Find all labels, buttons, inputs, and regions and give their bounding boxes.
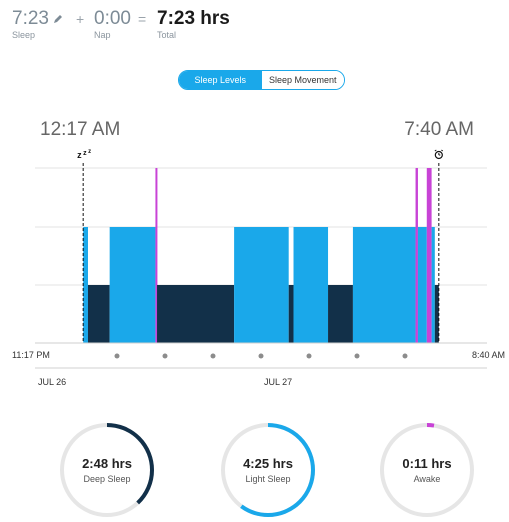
hour-tick-dot [114,353,120,359]
zzz-icon: z [77,150,82,160]
light-segment [234,227,289,343]
deep-sleep-ring-graphic [60,423,154,517]
sleep-start-time: 12:17 AM [40,119,121,140]
deep-sleep-value: 2:48 hrs [82,456,132,471]
hour-tick-dot [210,353,216,359]
ring-progress-arc [60,423,154,517]
total-value: 7:23 hrs [157,8,230,29]
nap-label: Nap [94,30,111,40]
awake-segment [426,168,432,343]
deep-segment [87,285,110,343]
light-segment [293,227,329,343]
light-segment [417,227,427,343]
sleep-duration: 7:23 Sleep [12,8,63,41]
axis-end-label: 8:40 AM [471,350,505,360]
nap-value: 0:00 [94,8,131,29]
sleep-movement-tab[interactable]: Sleep Movement [261,71,344,89]
ring-progress-arc [221,423,315,517]
deep-sleep-label: Deep Sleep [83,474,131,484]
light-sleep-ring-graphic [221,423,315,517]
light-sleep-value: 4:25 hrs [243,456,293,471]
deep-segment [328,285,353,343]
awake-ring-graphic [380,423,474,517]
light-segment [109,227,156,343]
light-segment [352,227,416,343]
date-label-jul-26: JUL 26 [38,377,67,387]
sleep-value: 7:23 [12,8,49,30]
view-toggle: Sleep Levels Sleep Movement [178,70,345,90]
sleep-levels-tab[interactable]: Sleep Levels [179,71,262,89]
hour-tick-dot [354,353,360,359]
date-label-jul-27: JUL 27 [264,377,293,387]
light-segment [83,227,88,343]
axis-start-label: 11:17 PM [12,350,50,360]
awake-label: Awake [413,474,441,484]
awake-ring: 0:11 hrs Awake [377,420,477,520]
alarm-clock-icon [434,149,444,160]
awake-value: 0:11 hrs [402,456,452,471]
hour-tick-dot [402,353,408,359]
sleep-label: Sleep [12,30,36,41]
deep-segment [434,285,439,343]
light-sleep-label: Light Sleep [245,474,291,484]
hour-tick-dot [258,353,264,359]
deep-sleep-ring: 2:48 hrs Deep Sleep [57,420,157,520]
ring-progress-arc [380,423,474,517]
pencil-icon[interactable] [53,8,63,30]
deep-segment [157,285,235,343]
awake-segment [415,168,418,343]
light-segment [431,227,435,343]
plus-sign: + [76,11,85,27]
light-sleep-ring: 4:25 hrs Light Sleep [218,420,318,520]
total-duration: 7:23 hrs Total [157,8,230,41]
wake-time: 7:40 AM [404,119,474,140]
awake-segment [155,168,158,343]
zzz-icon-z2: z [83,150,87,157]
total-label: Total [157,30,177,40]
nap-duration: 0:00 Nap [94,8,131,41]
zzz-icon-z3: z [88,149,91,155]
equals-sign: = [138,11,147,27]
hour-tick-dot [162,353,168,359]
hour-tick-dot [306,353,312,359]
deep-segment [288,285,294,343]
